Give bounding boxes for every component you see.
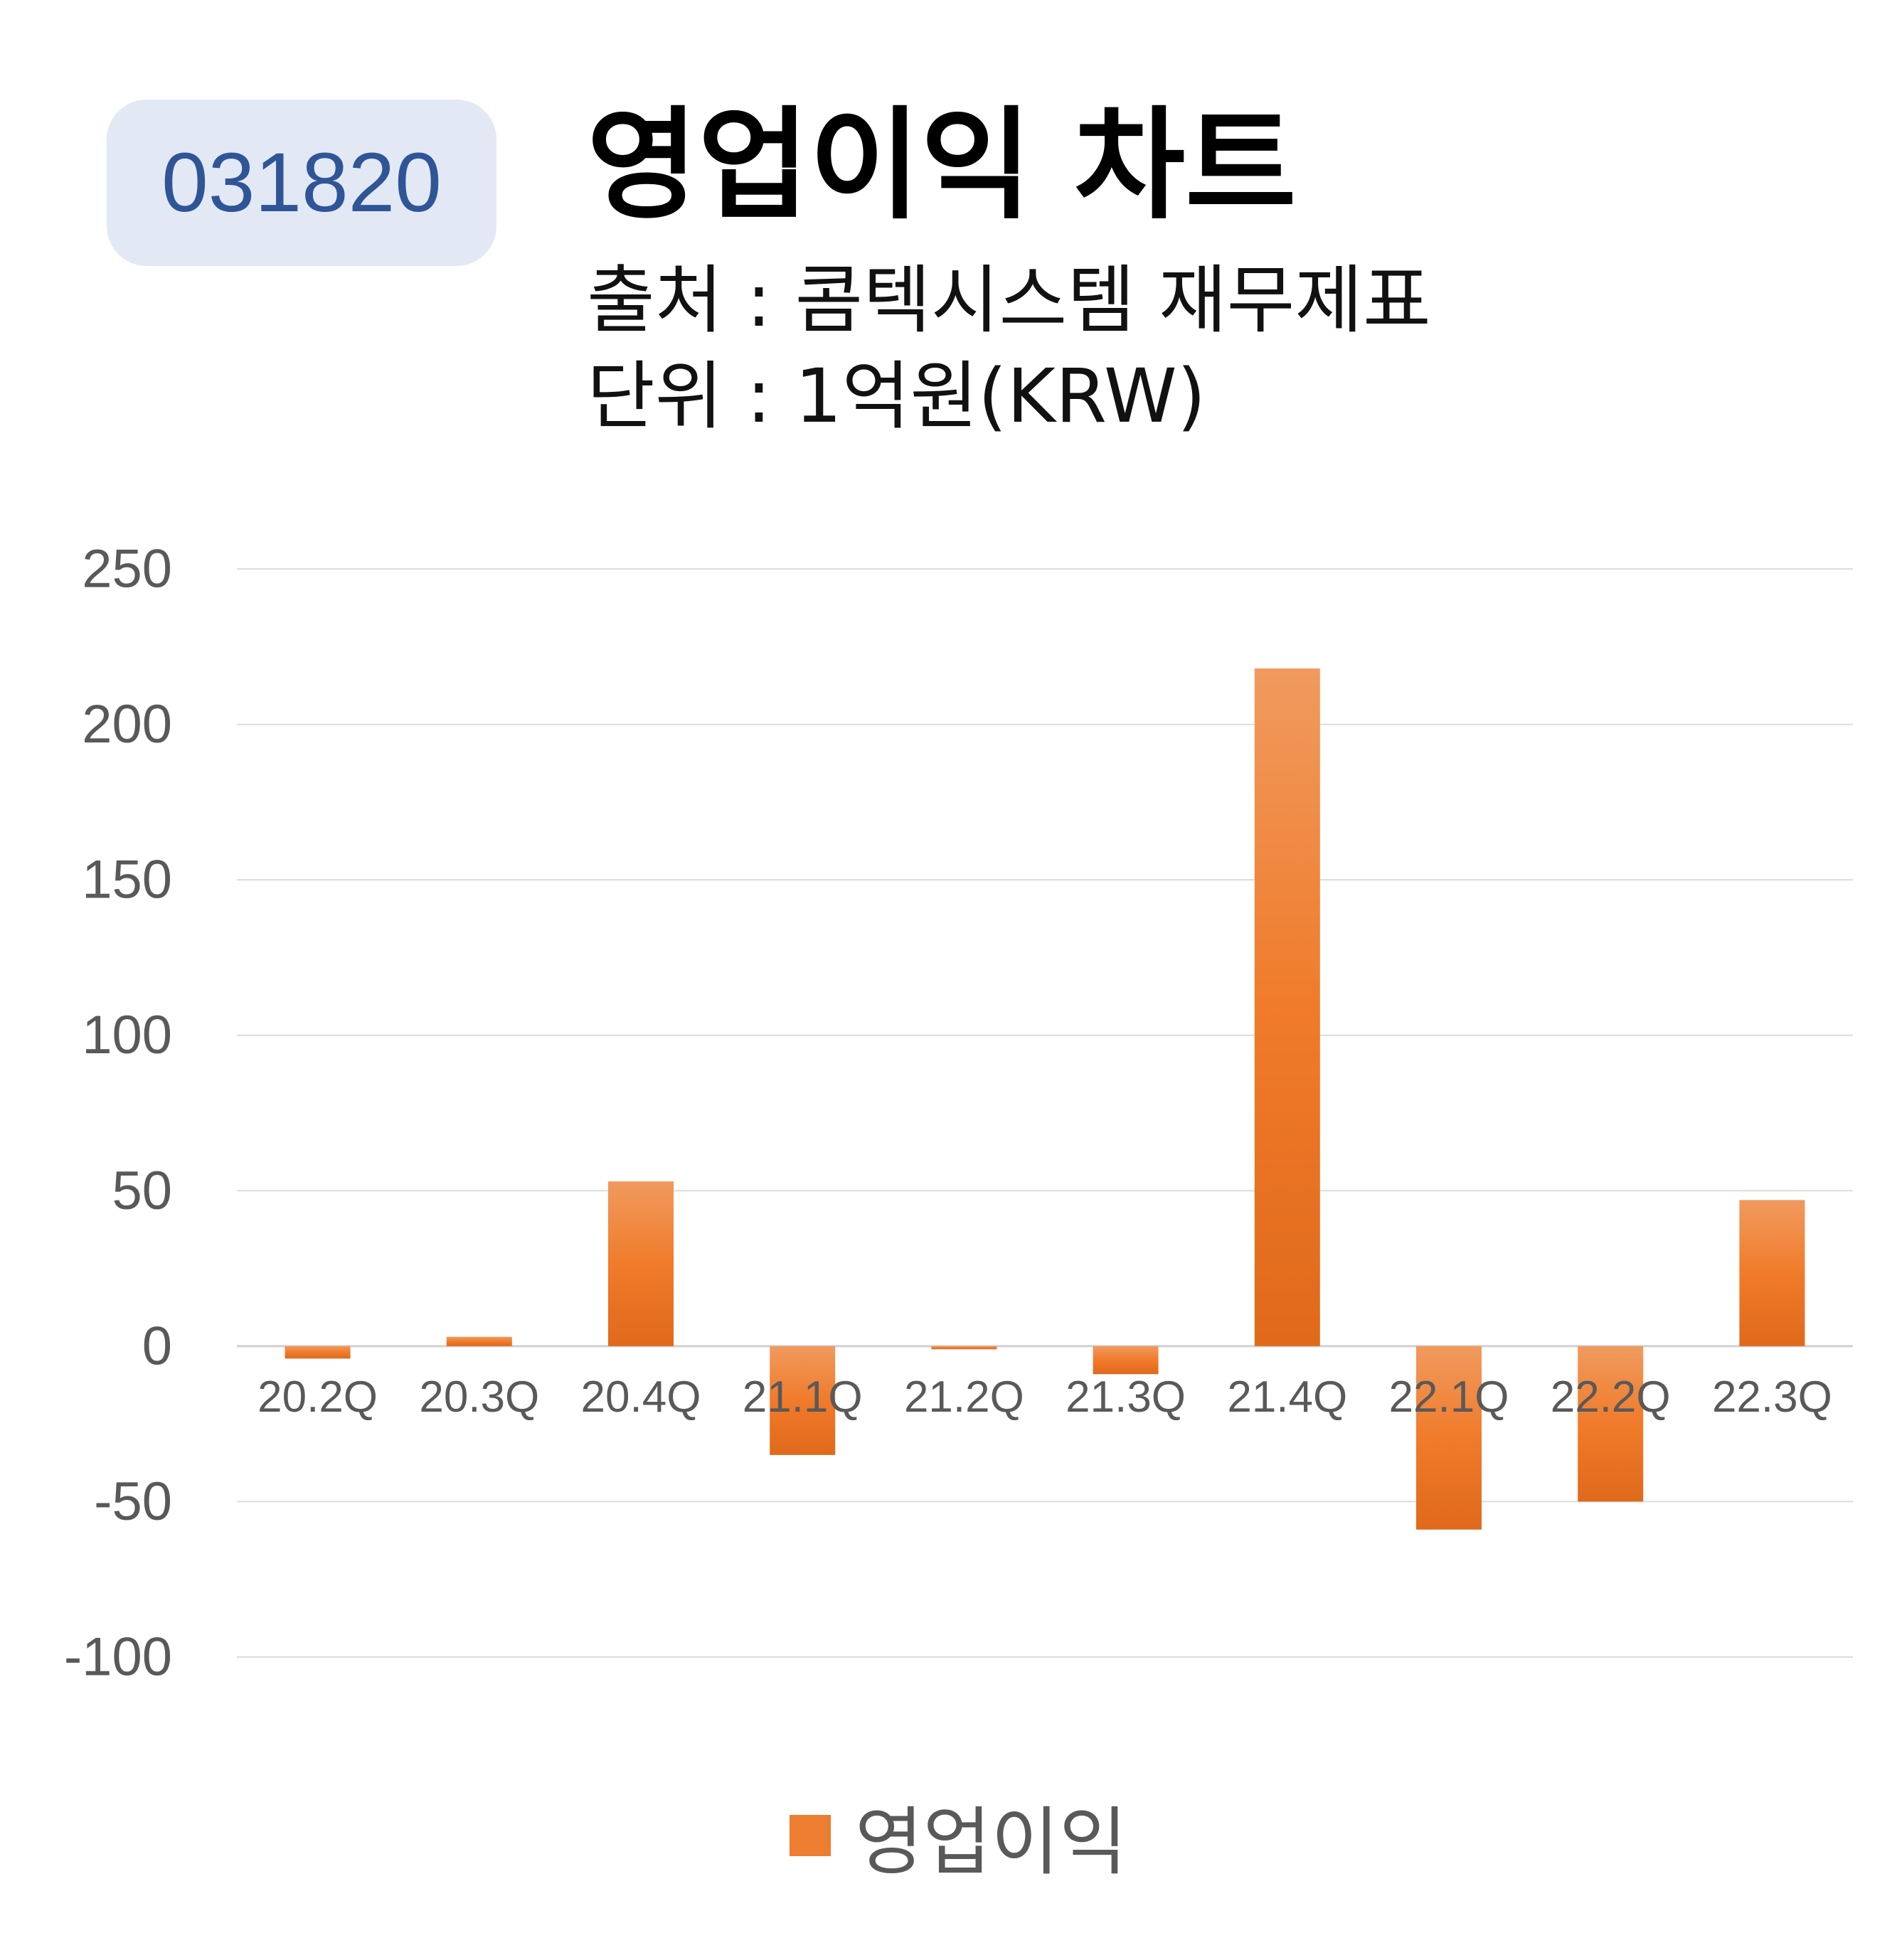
x-tick-label: 20.2Q — [257, 1373, 378, 1422]
source-text: 출처 : 콤텍시스템 재무제표 — [587, 257, 1431, 343]
y-tick-label: 0 — [142, 1316, 172, 1376]
unit-text: 단위 : 1억원(KRW) — [587, 353, 1206, 440]
y-tick-label: -100 — [64, 1627, 172, 1688]
x-axis-labels: 20.2Q 20.3Q 20.4Q 21.1Q 21.2Q 21.3Q 21.4Q 22.1Q… — [257, 1373, 1832, 1422]
x-tick-label: 21.2Q — [904, 1373, 1024, 1422]
x-tick-label: 20.4Q — [581, 1373, 701, 1422]
y-tick-label: -50 — [94, 1471, 172, 1532]
legend: 영업이익 — [790, 1781, 1127, 1889]
bar — [1739, 1200, 1805, 1346]
bar — [446, 1336, 512, 1346]
bars — [285, 668, 1805, 1530]
bar — [1416, 1346, 1482, 1530]
bar-chart: 250 200 150 100 50 0 -50 -100 20.2Q 20.3Q 20.4Q 21… — [64, 539, 1853, 1688]
bar — [285, 1346, 351, 1359]
x-tick-label: 21.4Q — [1227, 1373, 1347, 1422]
x-tick-label: 20.3Q — [419, 1373, 539, 1422]
y-tick-label: 200 — [82, 694, 172, 755]
bar — [931, 1346, 997, 1350]
bar — [1093, 1346, 1159, 1375]
bar — [608, 1181, 674, 1346]
bar — [1578, 1346, 1644, 1502]
bar — [1254, 668, 1320, 1346]
y-tick-label: 50 — [112, 1161, 172, 1221]
x-tick-label: 22.1Q — [1389, 1373, 1509, 1422]
stock-code-badge: 031820 — [107, 100, 496, 266]
y-tick-label: 150 — [82, 850, 172, 910]
bar — [770, 1346, 836, 1455]
x-tick-label: 21.3Q — [1066, 1373, 1186, 1422]
legend-swatch — [790, 1814, 831, 1856]
x-tick-label: 22.2Q — [1551, 1373, 1671, 1422]
chart-title: 영업이익 차트 — [587, 95, 1297, 236]
x-tick-label: 22.3Q — [1712, 1373, 1832, 1422]
stock-code: 031820 — [161, 136, 442, 230]
x-tick-label: 21.1Q — [743, 1373, 863, 1422]
y-tick-label: 100 — [82, 1005, 172, 1065]
y-tick-label: 250 — [82, 539, 172, 600]
legend-label: 영업이익 — [855, 1799, 1127, 1885]
y-axis-labels: 250 200 150 100 50 0 -50 -100 — [64, 539, 172, 1688]
